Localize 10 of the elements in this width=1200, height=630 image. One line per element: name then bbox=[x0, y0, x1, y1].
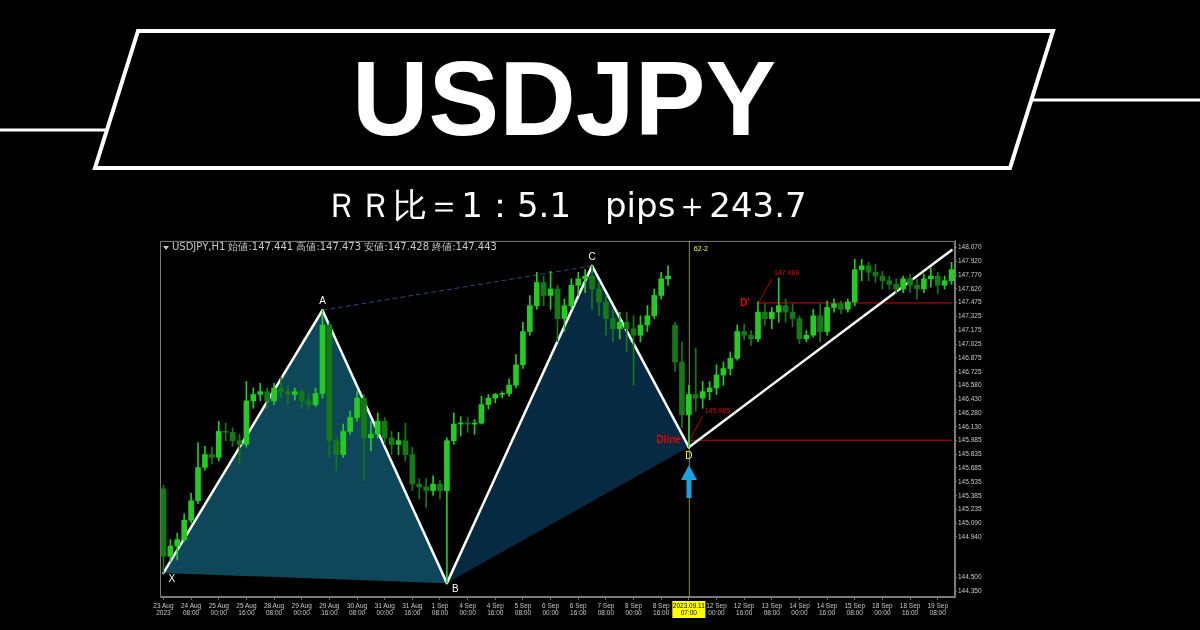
data-label: C bbox=[588, 250, 596, 262]
series-label: D' bbox=[740, 296, 750, 308]
series-label: Dline bbox=[656, 433, 682, 445]
chart-subtitle: ＲＲ比＝1：5.1 pips＋243.7 bbox=[325, 185, 807, 225]
data-label: B bbox=[451, 582, 459, 594]
chart-title: USDJPY bbox=[351, 39, 777, 157]
data-label: A bbox=[319, 295, 327, 307]
data-label: D bbox=[685, 449, 693, 461]
annotation: USDJPY,H1 始値:147.441 高値:147.473 安値:147.428 終値:147.443 bbox=[172, 241, 497, 253]
data-label: X bbox=[168, 572, 176, 584]
